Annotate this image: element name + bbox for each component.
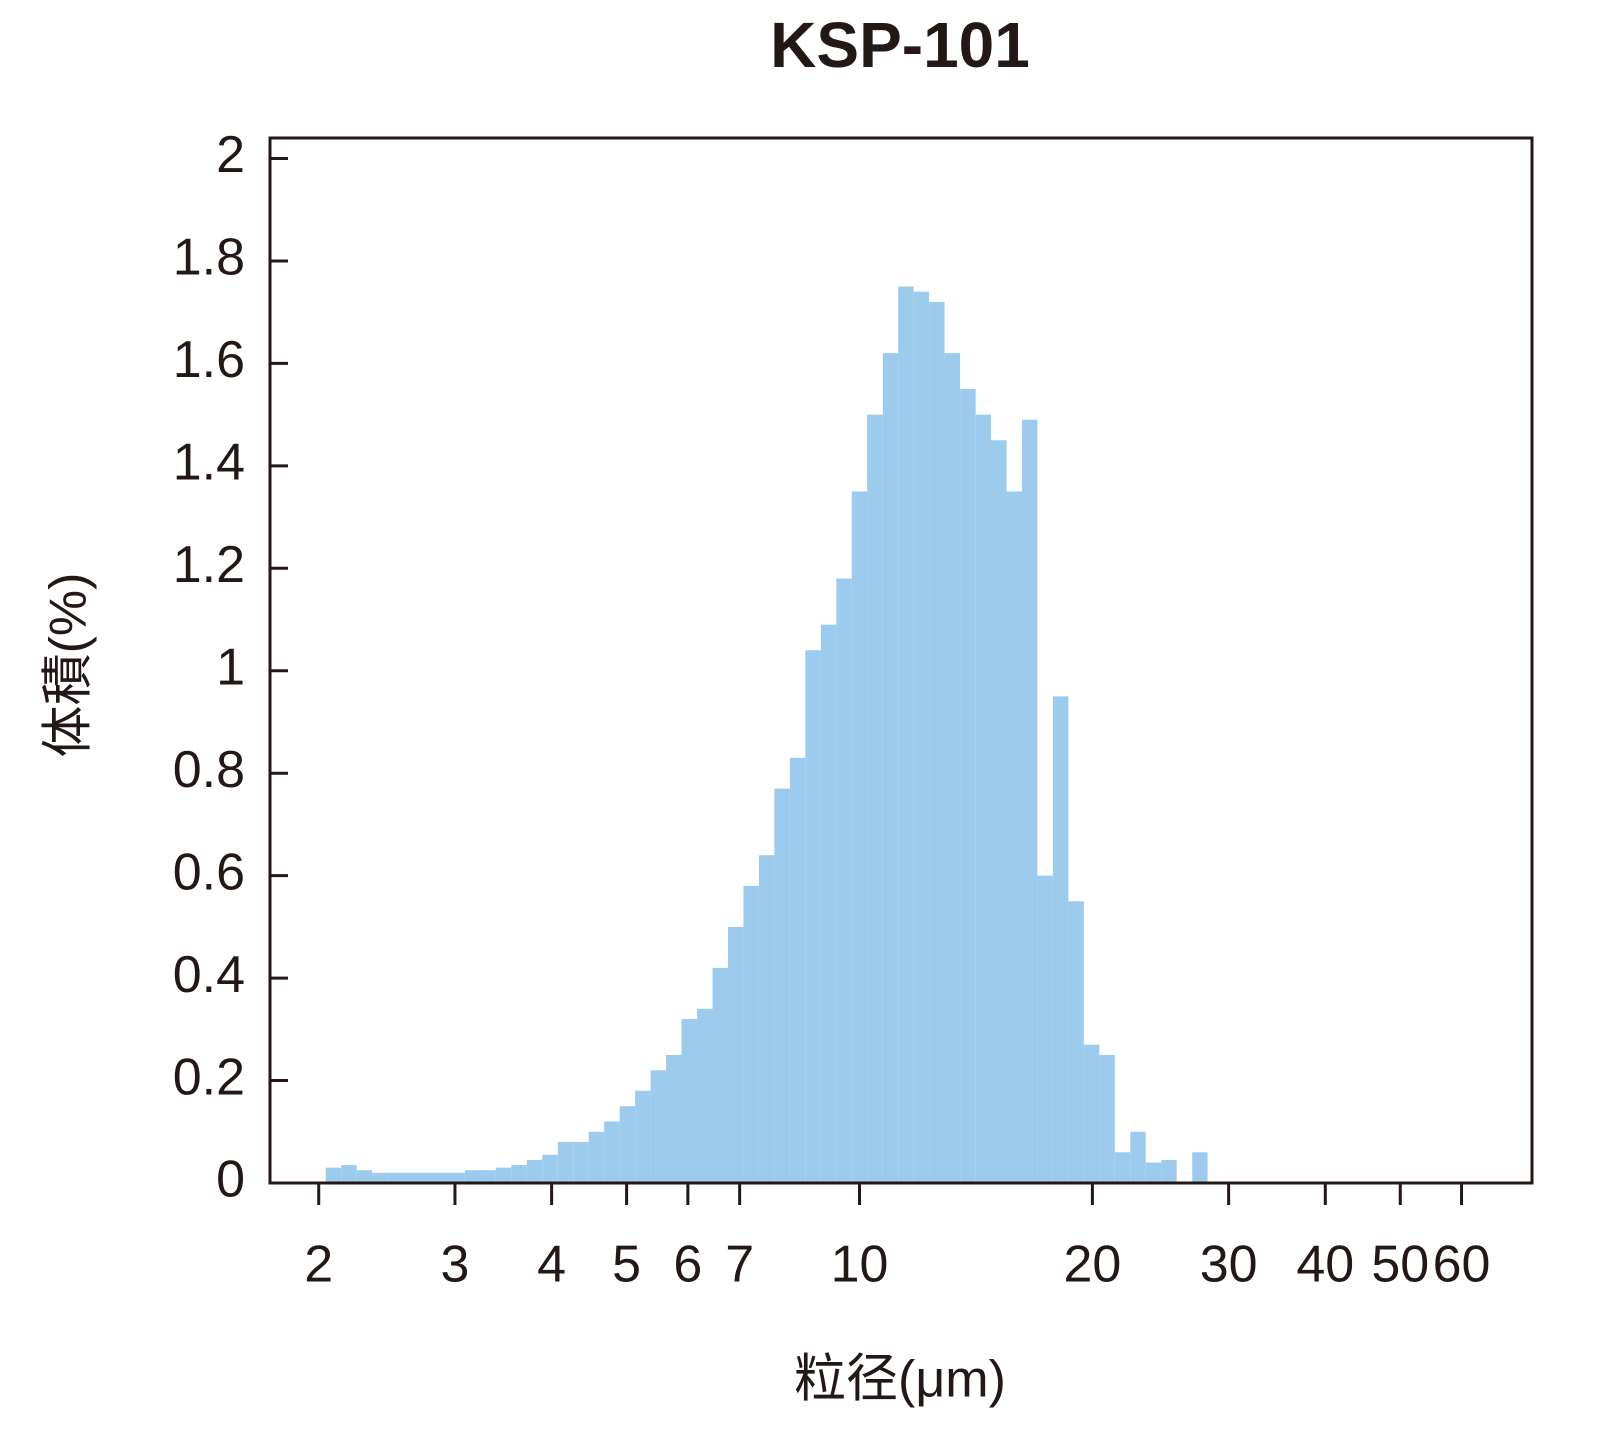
bar <box>1114 1152 1131 1183</box>
bar <box>666 1054 682 1183</box>
y-tick-label: 0.8 <box>173 741 245 799</box>
y-tick-label: 1.6 <box>173 331 245 389</box>
bar <box>542 1154 558 1183</box>
bar <box>913 291 930 1183</box>
y-tick-label: 0 <box>216 1151 245 1209</box>
bar <box>960 389 976 1184</box>
x-axis-label: 粒径(μm) <box>794 1351 1006 1409</box>
y-tick-label: 0.6 <box>173 843 245 901</box>
x-tick-label: 2 <box>304 1236 333 1294</box>
bar <box>774 788 790 1183</box>
bar <box>1052 696 1069 1183</box>
bar <box>1022 419 1038 1183</box>
bar <box>650 1070 667 1183</box>
x-tick-label: 50 <box>1371 1236 1429 1294</box>
x-tick-label: 7 <box>725 1236 754 1294</box>
x-tick-label: 6 <box>673 1236 702 1294</box>
bar <box>495 1167 512 1183</box>
bar <box>758 855 775 1183</box>
bar <box>944 353 961 1183</box>
bar <box>851 491 868 1183</box>
bar <box>836 578 852 1183</box>
y-tick-label: 2 <box>216 126 245 184</box>
chart-title: KSP-101 <box>770 9 1030 81</box>
bar <box>743 885 759 1183</box>
x-tick-label: 4 <box>537 1236 566 1294</box>
bar <box>882 353 899 1183</box>
x-tick-label: 20 <box>1063 1236 1121 1294</box>
bar <box>1068 901 1084 1183</box>
bar <box>635 1090 651 1183</box>
bar <box>727 926 744 1183</box>
x-tick-label: 30 <box>1200 1236 1258 1294</box>
bar <box>1192 1152 1208 1183</box>
bar <box>820 624 837 1183</box>
y-tick-label: 0.2 <box>173 1048 245 1106</box>
bar <box>573 1142 589 1183</box>
bar <box>604 1121 620 1183</box>
bar <box>418 1172 434 1183</box>
bar <box>341 1165 357 1183</box>
bar <box>1037 875 1053 1183</box>
bar <box>325 1167 342 1183</box>
bar <box>1083 1044 1100 1183</box>
x-tick-label: 10 <box>831 1236 889 1294</box>
bar <box>712 967 728 1183</box>
y-tick-label: 1.2 <box>173 536 245 594</box>
bar <box>1145 1162 1162 1183</box>
plot-frame <box>268 136 1534 1185</box>
bar <box>480 1170 496 1183</box>
y-axis-label: 体積(%) <box>40 573 98 758</box>
bar <box>1161 1159 1177 1183</box>
bar <box>805 650 821 1183</box>
bar <box>372 1172 388 1183</box>
bar <box>697 1008 713 1183</box>
x-tick-label: 60 <box>1433 1236 1491 1294</box>
bar <box>433 1172 450 1183</box>
bar <box>975 414 992 1183</box>
bar <box>356 1170 373 1183</box>
y-tick-label: 0.4 <box>173 946 245 1004</box>
x-tick-label: 3 <box>441 1236 470 1294</box>
bar <box>1130 1131 1146 1183</box>
bar <box>402 1172 419 1183</box>
y-tick-label: 1.4 <box>173 434 245 492</box>
y-tick-label: 1.8 <box>173 229 245 287</box>
bar <box>588 1131 605 1183</box>
bar <box>929 301 945 1183</box>
bar <box>464 1170 481 1183</box>
bar <box>526 1159 543 1183</box>
bar <box>681 1019 698 1183</box>
bar <box>557 1142 574 1183</box>
bar <box>1006 491 1023 1183</box>
bar <box>449 1172 465 1183</box>
bar <box>1099 1054 1115 1183</box>
x-tick-label: 5 <box>612 1236 641 1294</box>
bar <box>619 1106 636 1183</box>
bar <box>511 1165 527 1183</box>
bar <box>991 440 1007 1184</box>
x-tick-label: 40 <box>1296 1236 1354 1294</box>
bar <box>867 414 883 1183</box>
bar <box>898 286 914 1183</box>
bar <box>387 1172 403 1183</box>
y-tick-label: 1 <box>216 638 245 696</box>
bar <box>789 757 806 1183</box>
